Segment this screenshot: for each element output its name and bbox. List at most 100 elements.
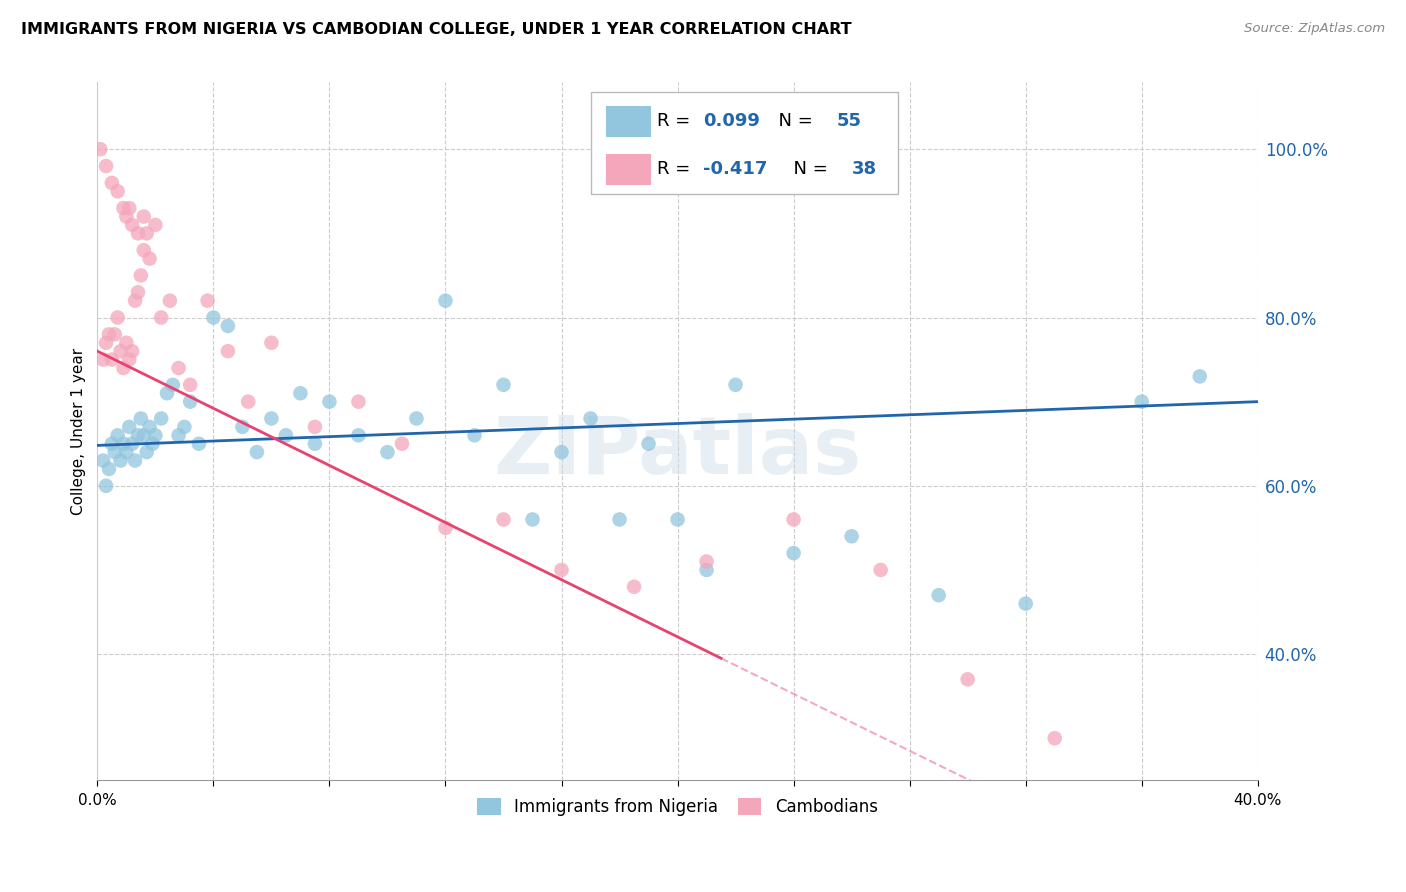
- Point: [91, 352, 114, 367]
- Point: [89, 142, 111, 156]
- Point: [138, 420, 160, 434]
- Point: [156, 386, 179, 401]
- Point: [492, 377, 515, 392]
- Point: [179, 394, 201, 409]
- Point: [197, 293, 219, 308]
- Point: [841, 529, 863, 543]
- Point: [91, 453, 114, 467]
- Point: [623, 580, 645, 594]
- Point: [1015, 597, 1038, 611]
- Point: [107, 310, 129, 325]
- Point: [110, 453, 132, 467]
- Point: [110, 344, 132, 359]
- Point: [187, 436, 209, 450]
- Point: [94, 335, 117, 350]
- FancyBboxPatch shape: [606, 154, 651, 185]
- Point: [217, 344, 239, 359]
- Point: [318, 394, 340, 409]
- Point: [782, 546, 804, 560]
- Point: [202, 310, 225, 325]
- Point: [97, 327, 120, 342]
- Point: [928, 588, 950, 602]
- Point: [121, 436, 143, 450]
- Point: [231, 420, 253, 434]
- Point: [101, 352, 124, 367]
- Y-axis label: College, Under 1 year: College, Under 1 year: [72, 348, 86, 515]
- Point: [260, 335, 283, 350]
- Point: [579, 411, 602, 425]
- Point: [463, 428, 485, 442]
- Point: [724, 377, 747, 392]
- Point: [115, 445, 138, 459]
- Point: [145, 218, 167, 232]
- Point: [1188, 369, 1211, 384]
- Point: [173, 420, 195, 434]
- Point: [138, 252, 160, 266]
- Point: [118, 201, 141, 215]
- Point: [150, 310, 173, 325]
- Point: [609, 512, 631, 526]
- Point: [121, 218, 143, 232]
- Text: ZIPatlas: ZIPatlas: [494, 413, 862, 491]
- Point: [145, 428, 167, 442]
- Point: [124, 453, 146, 467]
- Point: [347, 428, 370, 442]
- Point: [666, 512, 689, 526]
- FancyBboxPatch shape: [606, 106, 651, 136]
- Text: 55: 55: [837, 112, 862, 130]
- Point: [104, 445, 127, 459]
- Text: R =: R =: [657, 112, 696, 130]
- Point: [1043, 731, 1066, 746]
- Point: [94, 159, 117, 173]
- Text: N =: N =: [782, 161, 834, 178]
- Point: [94, 479, 117, 493]
- Point: [434, 293, 457, 308]
- Point: [274, 428, 297, 442]
- Point: [135, 445, 157, 459]
- Point: [115, 335, 138, 350]
- Point: [260, 411, 283, 425]
- Point: [492, 512, 515, 526]
- Point: [118, 352, 141, 367]
- FancyBboxPatch shape: [591, 93, 898, 194]
- Point: [246, 445, 269, 459]
- Legend: Immigrants from Nigeria, Cambodians: Immigrants from Nigeria, Cambodians: [470, 789, 886, 824]
- Point: [377, 445, 399, 459]
- Point: [391, 436, 413, 450]
- Point: [127, 428, 149, 442]
- Point: [121, 344, 143, 359]
- Point: [1130, 394, 1153, 409]
- Point: [127, 285, 149, 300]
- Point: [405, 411, 427, 425]
- Point: [869, 563, 891, 577]
- Point: [129, 268, 152, 283]
- Point: [129, 411, 152, 425]
- Text: N =: N =: [766, 112, 818, 130]
- Point: [238, 394, 260, 409]
- Point: [141, 436, 163, 450]
- Point: [101, 436, 124, 450]
- Point: [159, 293, 181, 308]
- Point: [112, 361, 135, 376]
- Point: [782, 512, 804, 526]
- Point: [132, 428, 155, 442]
- Point: [132, 243, 155, 257]
- Point: [104, 327, 127, 342]
- Point: [179, 377, 201, 392]
- Point: [434, 521, 457, 535]
- Text: 0.099: 0.099: [703, 112, 761, 130]
- Point: [135, 227, 157, 241]
- Point: [217, 318, 239, 333]
- Point: [162, 377, 184, 392]
- Text: -0.417: -0.417: [703, 161, 768, 178]
- Point: [696, 563, 718, 577]
- Point: [118, 420, 141, 434]
- Point: [112, 436, 135, 450]
- Point: [132, 210, 155, 224]
- Point: [127, 227, 149, 241]
- Point: [150, 411, 173, 425]
- Point: [107, 184, 129, 198]
- Point: [304, 436, 326, 450]
- Point: [101, 176, 124, 190]
- Text: Source: ZipAtlas.com: Source: ZipAtlas.com: [1244, 22, 1385, 36]
